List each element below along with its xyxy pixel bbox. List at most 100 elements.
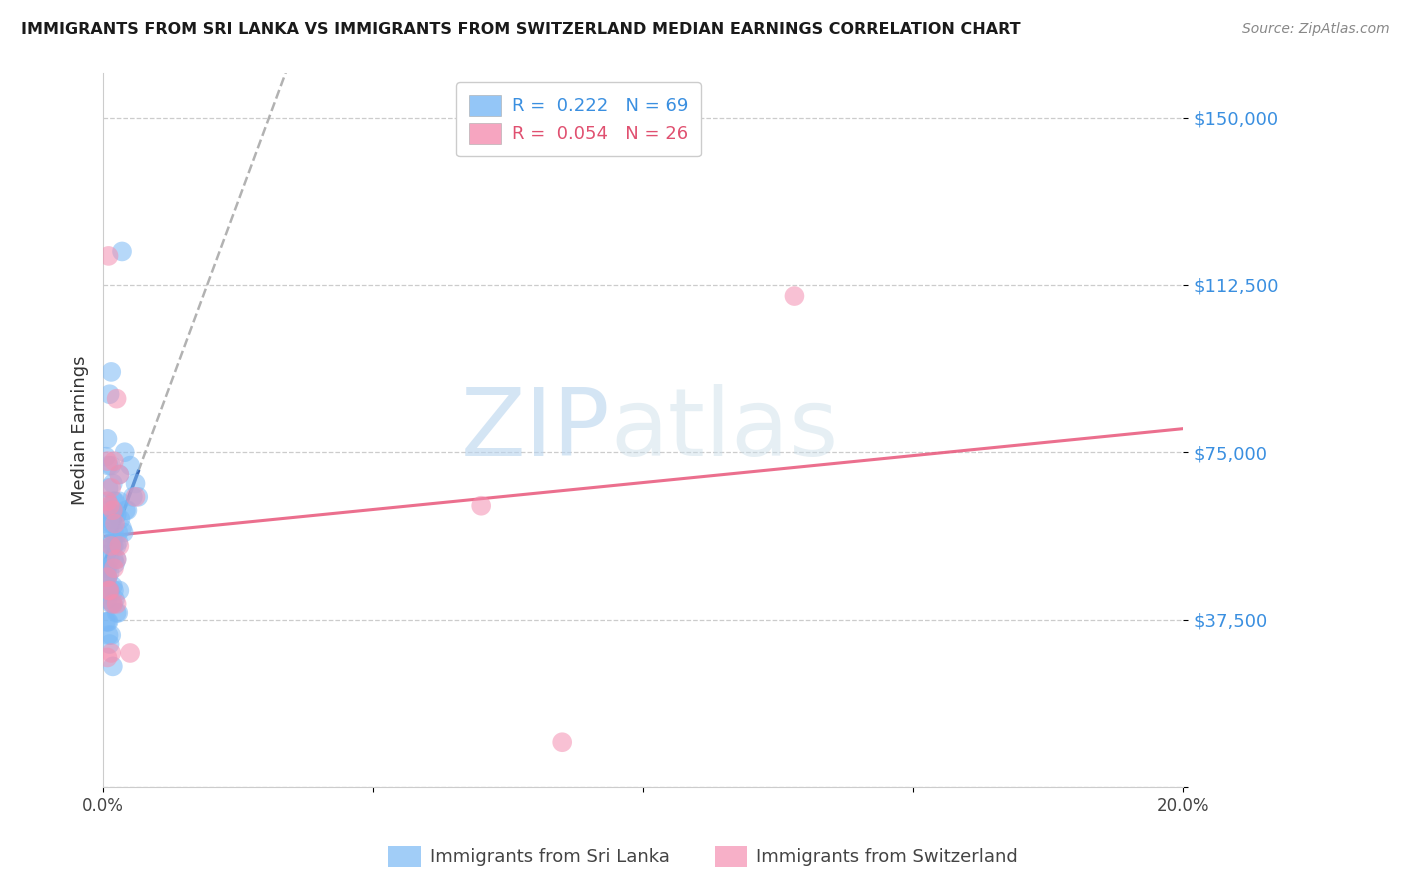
Point bbox=[96, 503, 118, 517]
Point bbox=[101, 476, 124, 491]
Point bbox=[96, 650, 118, 665]
Point bbox=[97, 458, 120, 473]
Point bbox=[112, 525, 135, 540]
Point bbox=[96, 561, 118, 575]
Point bbox=[105, 552, 128, 566]
Point bbox=[117, 503, 139, 517]
Point bbox=[101, 503, 124, 517]
Point bbox=[98, 499, 121, 513]
Point bbox=[107, 534, 129, 549]
Text: Source: ZipAtlas.com: Source: ZipAtlas.com bbox=[1241, 22, 1389, 37]
Point bbox=[124, 476, 146, 491]
Point bbox=[98, 387, 121, 401]
Point bbox=[101, 534, 124, 549]
Point bbox=[97, 249, 120, 263]
Point bbox=[111, 521, 134, 535]
Legend: R =  0.222   N = 69, R =  0.054   N = 26: R = 0.222 N = 69, R = 0.054 N = 26 bbox=[456, 82, 702, 156]
Point bbox=[110, 512, 132, 526]
Point bbox=[101, 539, 124, 553]
Point bbox=[98, 552, 121, 566]
Point bbox=[470, 499, 492, 513]
Point bbox=[101, 597, 124, 611]
Point bbox=[98, 566, 121, 580]
Point bbox=[103, 539, 125, 553]
Point bbox=[114, 445, 136, 459]
Point bbox=[120, 458, 142, 473]
Point bbox=[100, 539, 122, 553]
Point bbox=[98, 637, 121, 651]
Point bbox=[108, 467, 131, 482]
Point bbox=[101, 579, 124, 593]
Point bbox=[101, 659, 124, 673]
Point bbox=[94, 615, 117, 629]
Point bbox=[108, 494, 131, 508]
Point bbox=[96, 592, 118, 607]
Point bbox=[97, 508, 120, 522]
Point bbox=[108, 467, 131, 482]
Point bbox=[97, 583, 120, 598]
Point bbox=[96, 432, 118, 446]
Point bbox=[108, 583, 131, 598]
Point bbox=[121, 490, 143, 504]
Point bbox=[96, 570, 118, 584]
Point bbox=[100, 539, 122, 553]
Point bbox=[94, 516, 117, 531]
Point bbox=[105, 539, 128, 553]
Point bbox=[103, 583, 125, 598]
Point bbox=[120, 646, 142, 660]
Point bbox=[127, 490, 149, 504]
Point bbox=[105, 606, 128, 620]
Point bbox=[783, 289, 806, 303]
Point bbox=[107, 606, 129, 620]
Point bbox=[104, 592, 127, 607]
Point bbox=[124, 490, 146, 504]
Point bbox=[105, 392, 128, 406]
Point bbox=[94, 561, 117, 575]
Point bbox=[100, 458, 122, 473]
Text: ZIP: ZIP bbox=[461, 384, 610, 476]
Point bbox=[94, 570, 117, 584]
Point bbox=[98, 583, 121, 598]
Point bbox=[103, 494, 125, 508]
Point bbox=[98, 583, 121, 598]
Y-axis label: Median Earnings: Median Earnings bbox=[72, 355, 89, 505]
Point bbox=[100, 481, 122, 495]
Point bbox=[103, 454, 125, 468]
Text: IMMIGRANTS FROM SRI LANKA VS IMMIGRANTS FROM SWITZERLAND MEDIAN EARNINGS CORRELA: IMMIGRANTS FROM SRI LANKA VS IMMIGRANTS … bbox=[21, 22, 1021, 37]
Point bbox=[105, 552, 128, 566]
Point bbox=[104, 516, 127, 531]
Point bbox=[100, 516, 122, 531]
Point bbox=[97, 525, 120, 540]
Point bbox=[101, 597, 124, 611]
Point bbox=[97, 628, 120, 642]
Point bbox=[103, 552, 125, 566]
Point bbox=[98, 512, 121, 526]
Point bbox=[100, 646, 122, 660]
Point bbox=[97, 583, 120, 598]
Point bbox=[108, 539, 131, 553]
Point bbox=[97, 615, 120, 629]
Point bbox=[111, 244, 134, 259]
Point bbox=[100, 597, 122, 611]
Point bbox=[114, 503, 136, 517]
Point bbox=[94, 450, 117, 464]
Point bbox=[96, 570, 118, 584]
Point bbox=[100, 628, 122, 642]
Text: atlas: atlas bbox=[610, 384, 839, 476]
Point bbox=[107, 525, 129, 540]
Point bbox=[94, 548, 117, 562]
Point bbox=[551, 735, 574, 749]
Point bbox=[96, 494, 118, 508]
Point bbox=[100, 365, 122, 379]
Point bbox=[96, 570, 118, 584]
Point bbox=[96, 494, 118, 508]
Point bbox=[103, 525, 125, 540]
Point bbox=[96, 454, 118, 468]
Point bbox=[105, 597, 128, 611]
Point bbox=[96, 615, 118, 629]
Point bbox=[97, 481, 120, 495]
Point bbox=[105, 508, 128, 522]
Legend: Immigrants from Sri Lanka, Immigrants from Switzerland: Immigrants from Sri Lanka, Immigrants fr… bbox=[381, 838, 1025, 874]
Point bbox=[104, 557, 127, 571]
Point bbox=[103, 561, 125, 575]
